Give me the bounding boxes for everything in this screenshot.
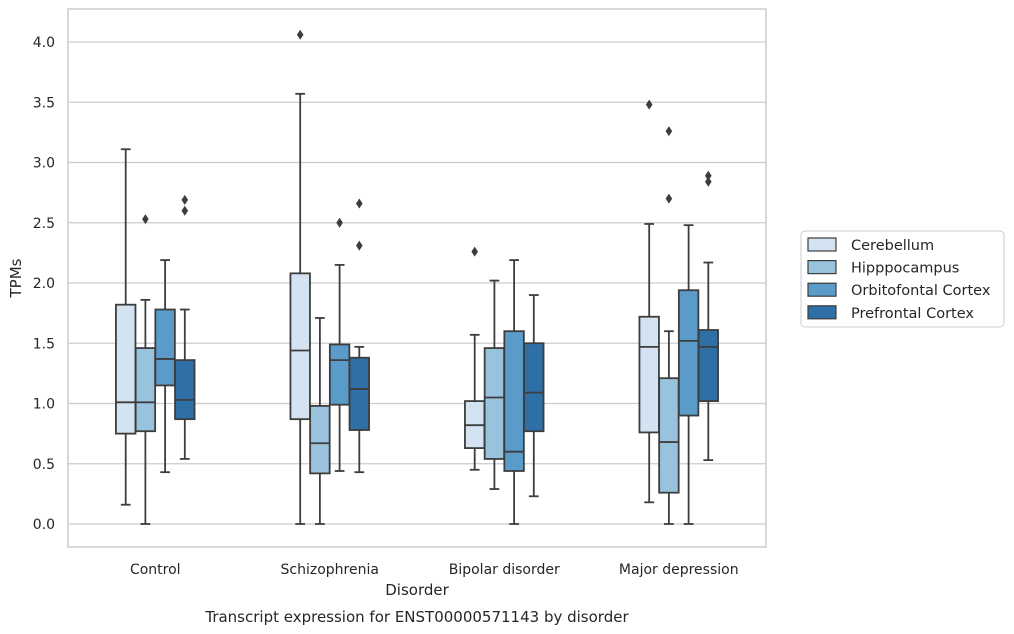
y-axis-label: TPMs xyxy=(7,258,25,298)
box-body xyxy=(638,315,660,434)
outlier-point xyxy=(705,176,712,187)
x-tick-label: Control xyxy=(130,562,181,578)
box-body xyxy=(154,308,176,387)
box-0-3 xyxy=(174,194,196,460)
legend-swatch xyxy=(807,305,837,320)
x-tick-label: Bipolar disorder xyxy=(449,562,560,578)
outlier-point xyxy=(181,194,189,205)
box-3-0 xyxy=(638,99,660,504)
outlier-point xyxy=(336,217,343,228)
box-body xyxy=(115,303,137,435)
y-tick-label: 0.0 xyxy=(33,517,55,533)
box-series xyxy=(115,29,719,525)
box-3-3 xyxy=(697,170,719,462)
outlier-point xyxy=(296,29,304,40)
outlier-point xyxy=(356,198,363,209)
plot-frame xyxy=(67,8,767,548)
legend-frame xyxy=(800,230,1005,328)
box-1-0 xyxy=(289,29,311,525)
box-body xyxy=(174,359,196,421)
y-tick-label: 3.5 xyxy=(33,95,55,111)
box-body xyxy=(134,347,157,433)
box-body xyxy=(658,377,680,494)
y-tick-label: 0.5 xyxy=(33,457,55,473)
y-tick-label: 4.0 xyxy=(33,35,55,51)
box-0-2 xyxy=(154,259,176,474)
outlier-point xyxy=(665,193,673,204)
legend-label: Hipppocampus xyxy=(851,261,959,277)
box-3-1 xyxy=(658,126,680,525)
box-body xyxy=(483,347,506,460)
outlier-point xyxy=(181,205,189,216)
y-tick-label: 1.5 xyxy=(33,336,55,352)
legend-label: Cerebellum xyxy=(851,238,934,254)
y-tick-label: 1.0 xyxy=(33,397,55,413)
outlier-point xyxy=(471,246,478,257)
legend-label: Orbitofontal Cortex xyxy=(851,283,991,299)
box-body xyxy=(697,329,719,402)
y-tick-label: 3.0 xyxy=(33,156,55,172)
y-tick-label: 2.0 xyxy=(33,276,55,292)
legend: Cerebellum Hipppocampus Orbitofontal Corte… xyxy=(800,230,1005,328)
box-body xyxy=(309,405,331,475)
box-2-1 xyxy=(483,279,506,490)
y-tick-labels: 0.0 0.5 1.0 1.5 2.0 2.5 3.0 3.5 4.0 xyxy=(33,35,55,533)
outlier-point xyxy=(356,240,363,251)
chart-title: Transcript expression for ENST0000057114… xyxy=(204,608,629,626)
legend-swatch xyxy=(807,260,837,275)
x-tick-label: Major depression xyxy=(619,562,739,578)
box-1-3 xyxy=(348,198,370,474)
y-tick-label: 2.5 xyxy=(33,216,55,232)
x-axis-label: Disorder xyxy=(385,581,449,599)
box-body xyxy=(328,343,351,406)
x-tick-label: Schizophrenia xyxy=(281,562,379,578)
box-2-3 xyxy=(523,294,545,498)
box-body xyxy=(523,342,545,433)
legend-swatch xyxy=(807,282,837,297)
box-0-1 xyxy=(134,214,157,525)
box-1-1 xyxy=(309,317,331,525)
legend-label: Prefrontal Cortex xyxy=(851,306,974,322)
box-2-0 xyxy=(464,246,486,471)
plot-area xyxy=(67,8,767,548)
legend-swatch xyxy=(807,237,837,252)
box-body xyxy=(289,272,311,421)
outlier-point xyxy=(665,126,673,137)
box-body xyxy=(677,289,700,417)
box-body xyxy=(503,330,525,472)
outlier-point xyxy=(142,214,149,225)
box-body xyxy=(348,356,370,431)
box-3-2 xyxy=(677,224,700,525)
outlier-point xyxy=(645,99,653,110)
x-tick-labels: Control Schizophrenia Bipolar disorder Majo… xyxy=(130,562,739,578)
outlier-point xyxy=(705,170,712,181)
